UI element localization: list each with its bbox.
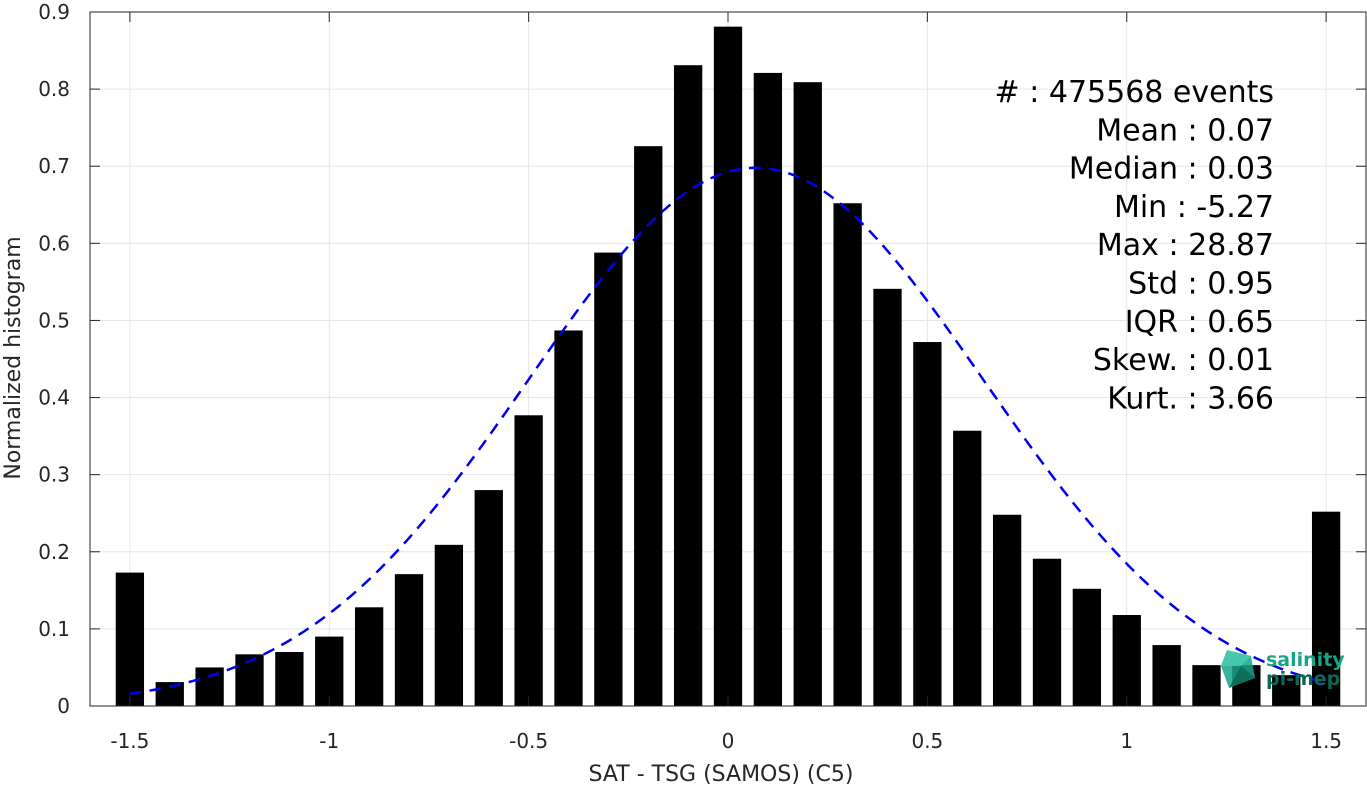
stat-line: Median : 0.03 [1069, 152, 1274, 187]
stat-line: Mean : 0.07 [1096, 113, 1274, 148]
logo-cube-icon [1221, 650, 1255, 688]
x-tick-label: 1.5 [1310, 729, 1342, 753]
axis-ticks [90, 11, 1366, 707]
histogram-bar [1072, 588, 1102, 706]
y-tick-label: 0.3 [38, 463, 70, 487]
y-tick-label: 0 [57, 694, 70, 718]
y-tick-label: 0.7 [38, 154, 70, 178]
x-tick-label: -0.5 [509, 729, 548, 753]
histogram-bar [1192, 665, 1221, 706]
stat-line: Std : 0.95 [1128, 267, 1274, 302]
y-tick-labels: 0 0.1 0.2 0.3 0.4 0.5 0.6 0.7 0.8 0.9 [38, 0, 70, 718]
y-axis-label: Normalized histogram [1, 236, 26, 479]
y-tick-label: 0.4 [38, 386, 70, 410]
histogram-bar [554, 330, 583, 706]
histogram-bar [992, 514, 1022, 706]
histogram-bar [713, 26, 743, 706]
histogram-bar [474, 490, 503, 706]
bars [115, 26, 1341, 707]
histogram-bar [1032, 558, 1062, 706]
x-axis-label: SAT - TSG (SAMOS) (C5) [589, 762, 854, 785]
histogram-bar [394, 574, 424, 706]
histogram-bar [594, 252, 623, 706]
histogram-bar [873, 288, 902, 706]
x-tick-label: 0 [722, 729, 735, 753]
histogram-bar [1272, 675, 1301, 706]
histogram-bar [753, 72, 783, 706]
salinity-pimep-logo: salinity pi-mep [1221, 649, 1345, 690]
histogram-bar [1112, 615, 1141, 706]
y-tick-label: 0.9 [38, 0, 70, 24]
x-tick-label: 1 [1120, 729, 1133, 753]
x-tick-label: 0.5 [911, 729, 943, 753]
histogram-bar [514, 415, 543, 706]
histogram-bar [235, 654, 264, 706]
y-tick-label: 0.8 [38, 77, 70, 101]
histogram-bar [195, 667, 224, 706]
y-tick-label: 0.6 [38, 231, 70, 255]
logo-line2: pi-mep [1266, 668, 1340, 690]
histogram-bar [673, 65, 703, 706]
histogram-bar [275, 652, 304, 706]
x-tick-label: -1 [319, 729, 339, 753]
stat-line: Max : 28.87 [1097, 228, 1274, 263]
stat-line: IQR : 0.65 [1125, 305, 1274, 340]
histogram-bar [115, 572, 145, 706]
stat-line: # : 475568 events [995, 75, 1274, 110]
stat-line: Skew. : 0.01 [1093, 343, 1274, 378]
stat-line: Min : -5.27 [1114, 190, 1274, 225]
histogram-bar [913, 342, 942, 706]
stat-line: Kurt. : 3.66 [1107, 381, 1274, 416]
histogram-bar [634, 146, 663, 706]
histogram-bar [315, 636, 344, 706]
x-tick-label: -1.5 [110, 729, 149, 753]
x-tick-labels: -1.5 -1 -0.5 0 0.5 1 1.5 [110, 729, 1342, 753]
histogram-bar [354, 607, 384, 706]
histogram-bar [953, 430, 982, 706]
histogram-bar [1152, 645, 1181, 706]
histogram-bar [434, 544, 464, 706]
histogram-bar [155, 682, 184, 706]
histogram-bar [833, 203, 862, 707]
y-tick-label: 0.2 [38, 540, 70, 564]
normal-fit-curve [129, 166, 1327, 696]
y-tick-label: 0.5 [38, 308, 70, 332]
logo-line1: salinity [1266, 649, 1345, 671]
histogram-bar [1311, 511, 1341, 706]
y-tick-label: 0.1 [38, 617, 70, 641]
